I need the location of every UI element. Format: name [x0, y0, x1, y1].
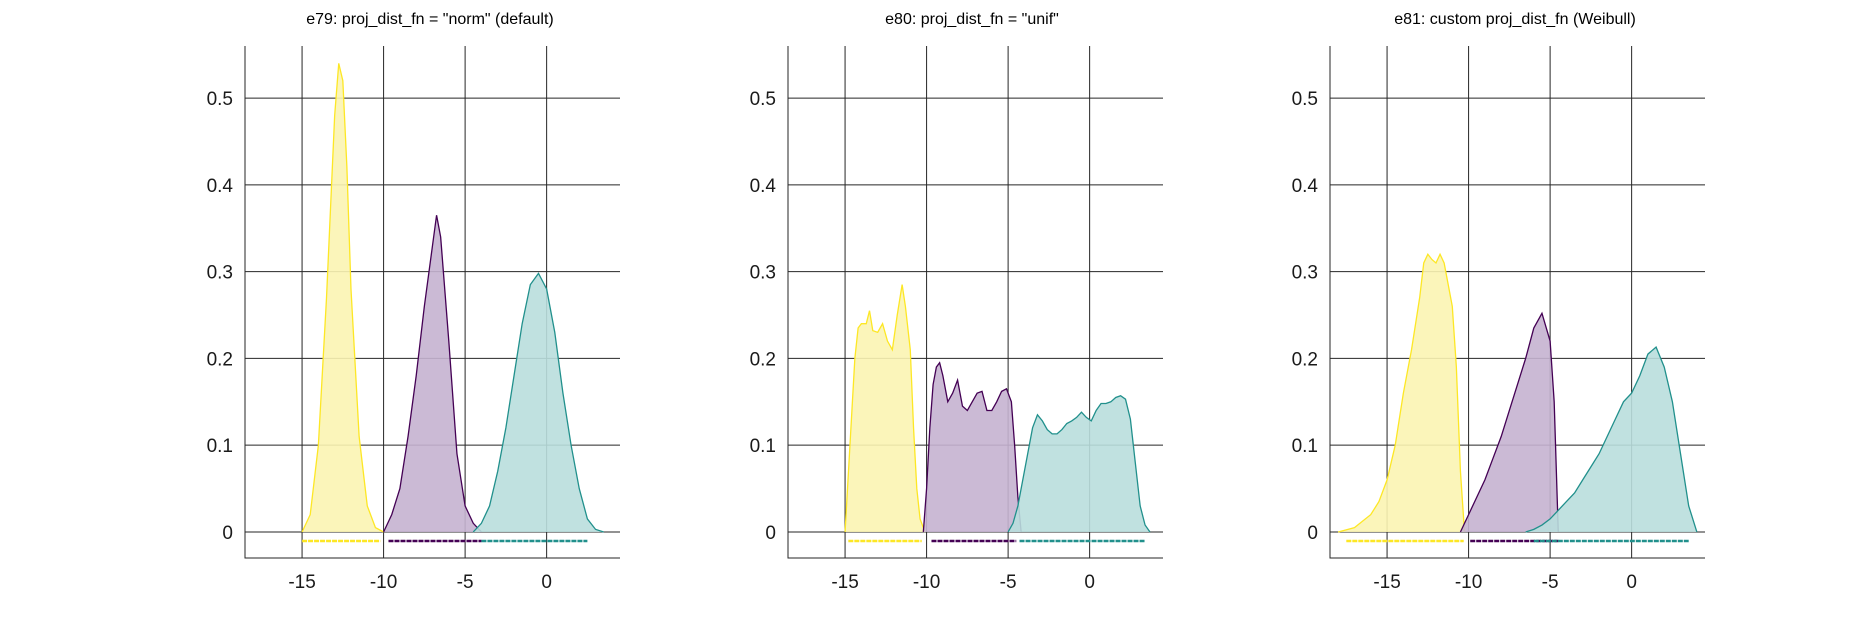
- y-tick-label: 0.5: [750, 89, 776, 110]
- density-area-1: [1460, 313, 1559, 532]
- y-tick-label: 0.3: [1292, 263, 1318, 284]
- y-tick-label: 0.4: [207, 176, 234, 197]
- density-line-0: [1337, 252, 1466, 533]
- x-tick-label: 0: [1626, 572, 1637, 593]
- x-tick-label: -5: [1000, 572, 1017, 593]
- x-tick-label: -5: [1542, 572, 1559, 593]
- y-tick-label: 0.4: [750, 176, 777, 197]
- density-line-2: [1525, 346, 1698, 533]
- panel-e80: e80: proj_dist_fn = "unif" 0 0.1 0.2 0.3 0.4…: [750, 11, 1163, 593]
- density-line-1: [383, 215, 482, 533]
- y-tick-label: 0: [765, 523, 776, 544]
- density-area-0: [1338, 254, 1465, 532]
- panel-e79: e79: proj_dist_fn = "norm" (default) 0 0.…: [207, 11, 620, 593]
- panel-title: e79: proj_dist_fn = "norm" (default): [306, 11, 554, 28]
- density-line-0: [844, 284, 926, 533]
- density-line-2: [472, 272, 604, 533]
- panel-e81: e81: custom proj_dist_fn (Weibull) 0 0.1 0…: [1292, 11, 1705, 593]
- x-tick-label: -10: [1455, 572, 1482, 593]
- density-area-2: [1008, 395, 1150, 532]
- y-tick-label: 0.2: [750, 349, 776, 370]
- density-line-1: [1459, 311, 1559, 533]
- density-area-0: [302, 63, 384, 532]
- y-tick-label: 0: [1307, 523, 1318, 544]
- y-tick-label: 0.1: [1292, 436, 1318, 457]
- density-area-0: [845, 284, 925, 532]
- y-tick-label: 0.5: [1292, 89, 1318, 110]
- y-tick-label: 0.5: [207, 89, 233, 110]
- density-area-1: [383, 215, 482, 532]
- density-line-0: [301, 63, 384, 533]
- y-tick-label: 0.4: [1292, 176, 1319, 197]
- axes: [787, 46, 1163, 559]
- density-area-2: [473, 273, 604, 532]
- x-tick-label: -10: [370, 572, 397, 593]
- x-tick-label: -10: [913, 572, 940, 593]
- y-tick-label: 0.3: [750, 263, 776, 284]
- x-tick-label: -5: [457, 572, 474, 593]
- x-tick-label: -15: [288, 572, 315, 593]
- axes: [1329, 46, 1705, 559]
- density-line-2: [1007, 394, 1151, 533]
- y-tick-label: 0.2: [1292, 349, 1318, 370]
- density-line-1: [922, 361, 1022, 533]
- y-tick-label: 0: [222, 523, 233, 544]
- y-tick-label: 0.1: [750, 436, 776, 457]
- panel-title: e81: custom proj_dist_fn (Weibull): [1394, 11, 1636, 28]
- axes: [244, 46, 620, 559]
- y-tick-label: 0.2: [207, 349, 233, 370]
- x-tick-label: -15: [831, 572, 858, 593]
- panel-title: e80: proj_dist_fn = "unif": [885, 11, 1059, 28]
- y-tick-label: 0.1: [207, 436, 233, 457]
- y-tick-label: 0.3: [207, 263, 233, 284]
- x-tick-label: 0: [541, 572, 552, 593]
- x-tick-label: 0: [1084, 572, 1095, 593]
- density-area-1: [923, 362, 1022, 532]
- x-tick-label: -15: [1373, 572, 1400, 593]
- density-area-2: [1525, 347, 1697, 532]
